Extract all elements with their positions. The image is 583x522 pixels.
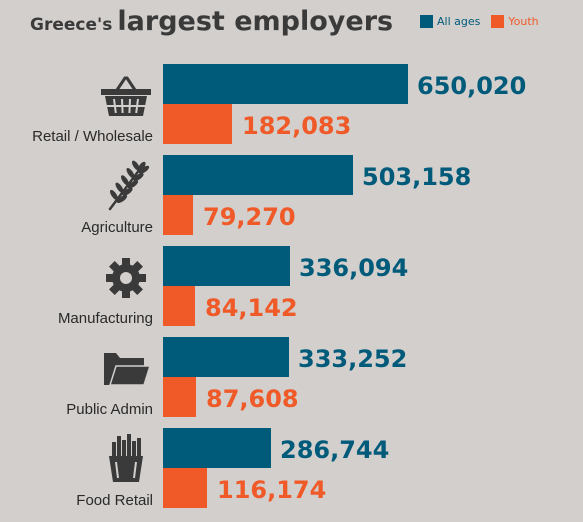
legend-label-all-ages: All ages — [437, 15, 481, 28]
chart-title: Greece's largest employers — [30, 6, 393, 37]
bar-youth — [163, 286, 195, 326]
bar-youth — [163, 377, 196, 417]
category-group: 333,252 87,608 Public Admin — [66, 337, 407, 418]
legend-item-all-ages: All ages — [420, 15, 480, 28]
value-label-all-ages: 650,020 — [417, 72, 526, 100]
bar-all-ages — [163, 428, 271, 468]
value-label-all-ages: 333,252 — [298, 345, 407, 373]
legend-label-youth: Youth — [508, 15, 539, 28]
category-label: Food Retail — [76, 492, 153, 509]
title-prefix: Greece's — [30, 15, 113, 35]
category-group: 650,020 182,083 Retail / Wholesale — [32, 64, 526, 145]
value-label-all-ages: 336,094 — [299, 254, 408, 282]
legend-item-youth: Youth — [491, 15, 539, 28]
title-main: largest employers — [117, 6, 394, 37]
legend: All ages Youth — [420, 15, 550, 28]
category-label: Manufacturing — [58, 310, 153, 327]
bar-youth — [163, 104, 232, 144]
value-label-youth: 182,083 — [242, 112, 351, 140]
category-group: 503,158 79,270 Agriculture — [81, 155, 471, 236]
bar-youth — [163, 468, 207, 508]
bar-youth — [163, 195, 193, 235]
value-label-all-ages: 286,744 — [280, 436, 389, 464]
category-label: Retail / Wholesale — [32, 128, 153, 145]
bar-all-ages — [163, 155, 353, 195]
bar-all-ages — [163, 246, 290, 286]
bar-all-ages — [163, 337, 289, 377]
category-group: 286,744 116,174 Food Retail — [76, 428, 389, 509]
value-label-youth: 116,174 — [217, 476, 326, 504]
fries-icon — [109, 434, 143, 482]
value-label-youth: 79,270 — [203, 203, 296, 231]
legend-swatch-youth — [491, 15, 505, 28]
legend-swatch-all-ages — [420, 15, 433, 28]
value-label-youth: 87,608 — [206, 385, 299, 413]
value-label-all-ages: 503,158 — [362, 163, 471, 191]
category-label: Public Admin — [66, 401, 153, 418]
wheat-icon — [108, 160, 150, 211]
basket-icon — [101, 76, 151, 116]
gear-icon — [106, 258, 146, 298]
category-label: Agriculture — [81, 219, 153, 236]
folder-icon — [104, 353, 152, 386]
value-label-youth: 84,142 — [205, 294, 298, 322]
bar-all-ages — [163, 64, 408, 104]
